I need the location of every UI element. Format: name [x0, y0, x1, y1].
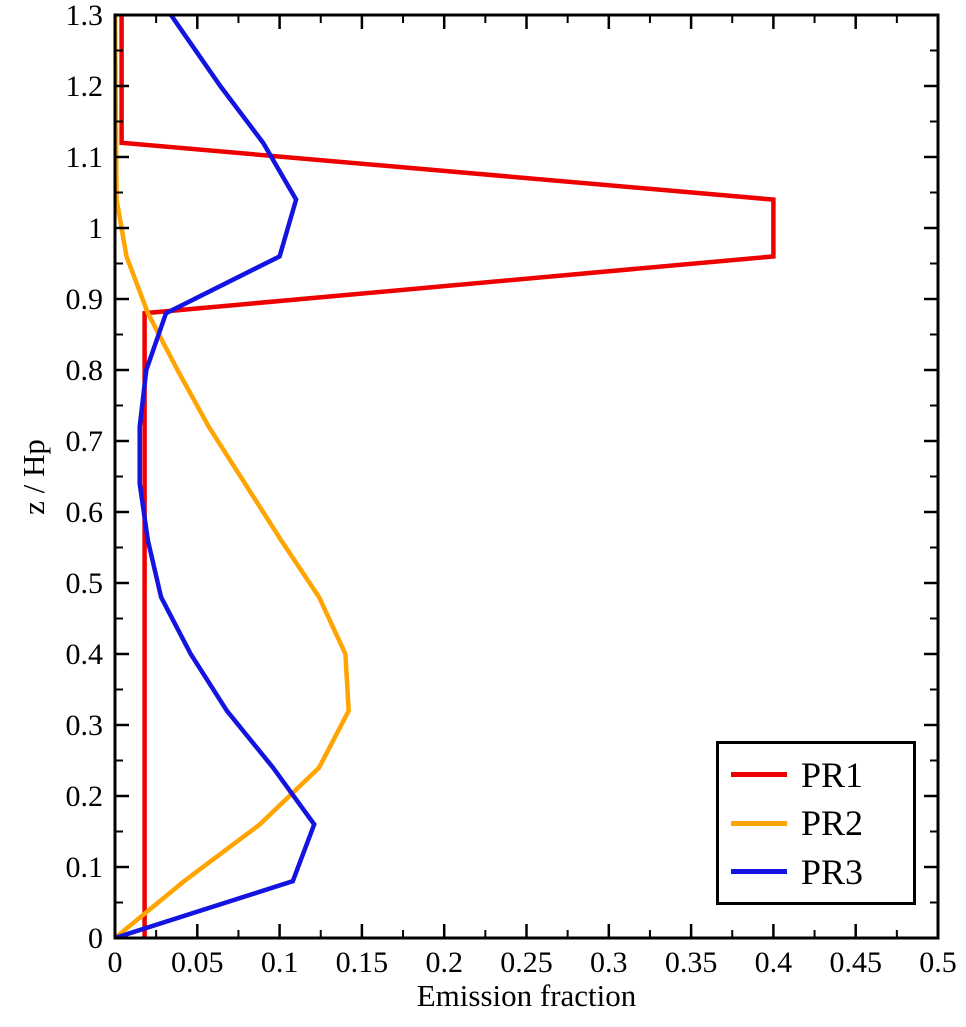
legend-label-pr2: PR2: [801, 803, 864, 843]
x-tick-label: 0.2: [425, 946, 463, 979]
series-line-pr3: [115, 15, 317, 938]
x-tick-label: 0: [108, 946, 123, 979]
y-tick-label: 0.3: [66, 709, 104, 742]
x-tick-label: 0.5: [919, 946, 957, 979]
x-tick-label: 0.15: [336, 946, 389, 979]
x-tick-label: 0.3: [590, 946, 628, 979]
x-tick-label: 0.05: [171, 946, 224, 979]
legend-item-pr1: PR1: [731, 757, 913, 793]
series-line-pr2: [115, 15, 351, 938]
y-tick-label: 0.1: [66, 851, 104, 884]
y-tick-label: 0.9: [66, 283, 104, 316]
y-tick-label: 0.2: [66, 780, 104, 813]
y-tick-label: 1: [88, 212, 103, 245]
y-tick-label: 0.7: [66, 425, 104, 458]
y-tick-label: 1.3: [66, 0, 104, 32]
series-layer: [115, 15, 776, 938]
axis-ticks: [113, 13, 940, 940]
legend: PR1 PR2 PR3: [716, 741, 916, 905]
legend-line-pr3: [731, 869, 787, 874]
plot-frame: [113, 13, 940, 940]
y-axis-title: z / Hp: [16, 439, 51, 515]
y-tick-label: 0.4: [66, 638, 104, 671]
x-tick-label: 0.35: [665, 946, 718, 979]
x-tick-label: 0.1: [261, 946, 299, 979]
y-tick-label: 0.6: [66, 496, 104, 529]
legend-line-pr1: [731, 772, 787, 777]
y-tick-label: 1.1: [66, 141, 104, 174]
legend-label-pr1: PR1: [801, 754, 864, 795]
x-axis-title: Emission fraction: [416, 978, 637, 1013]
x-tick-label: 0.25: [500, 946, 553, 979]
y-tick-label: 0.8: [66, 354, 104, 387]
y-tick-label: 0.5: [66, 567, 104, 600]
y-tick-label: 0: [88, 922, 103, 955]
legend-label-pr3: PR3: [801, 851, 864, 892]
x-tick-label: 0.4: [755, 946, 793, 979]
legend-item-pr2: PR2: [731, 805, 913, 841]
y-tick-label: 1.2: [66, 70, 104, 103]
series-line-pr1: [119, 15, 776, 938]
x-tick-label: 0.45: [829, 946, 882, 979]
legend-line-pr2: [731, 820, 787, 826]
legend-item-pr3: PR3: [731, 854, 913, 890]
